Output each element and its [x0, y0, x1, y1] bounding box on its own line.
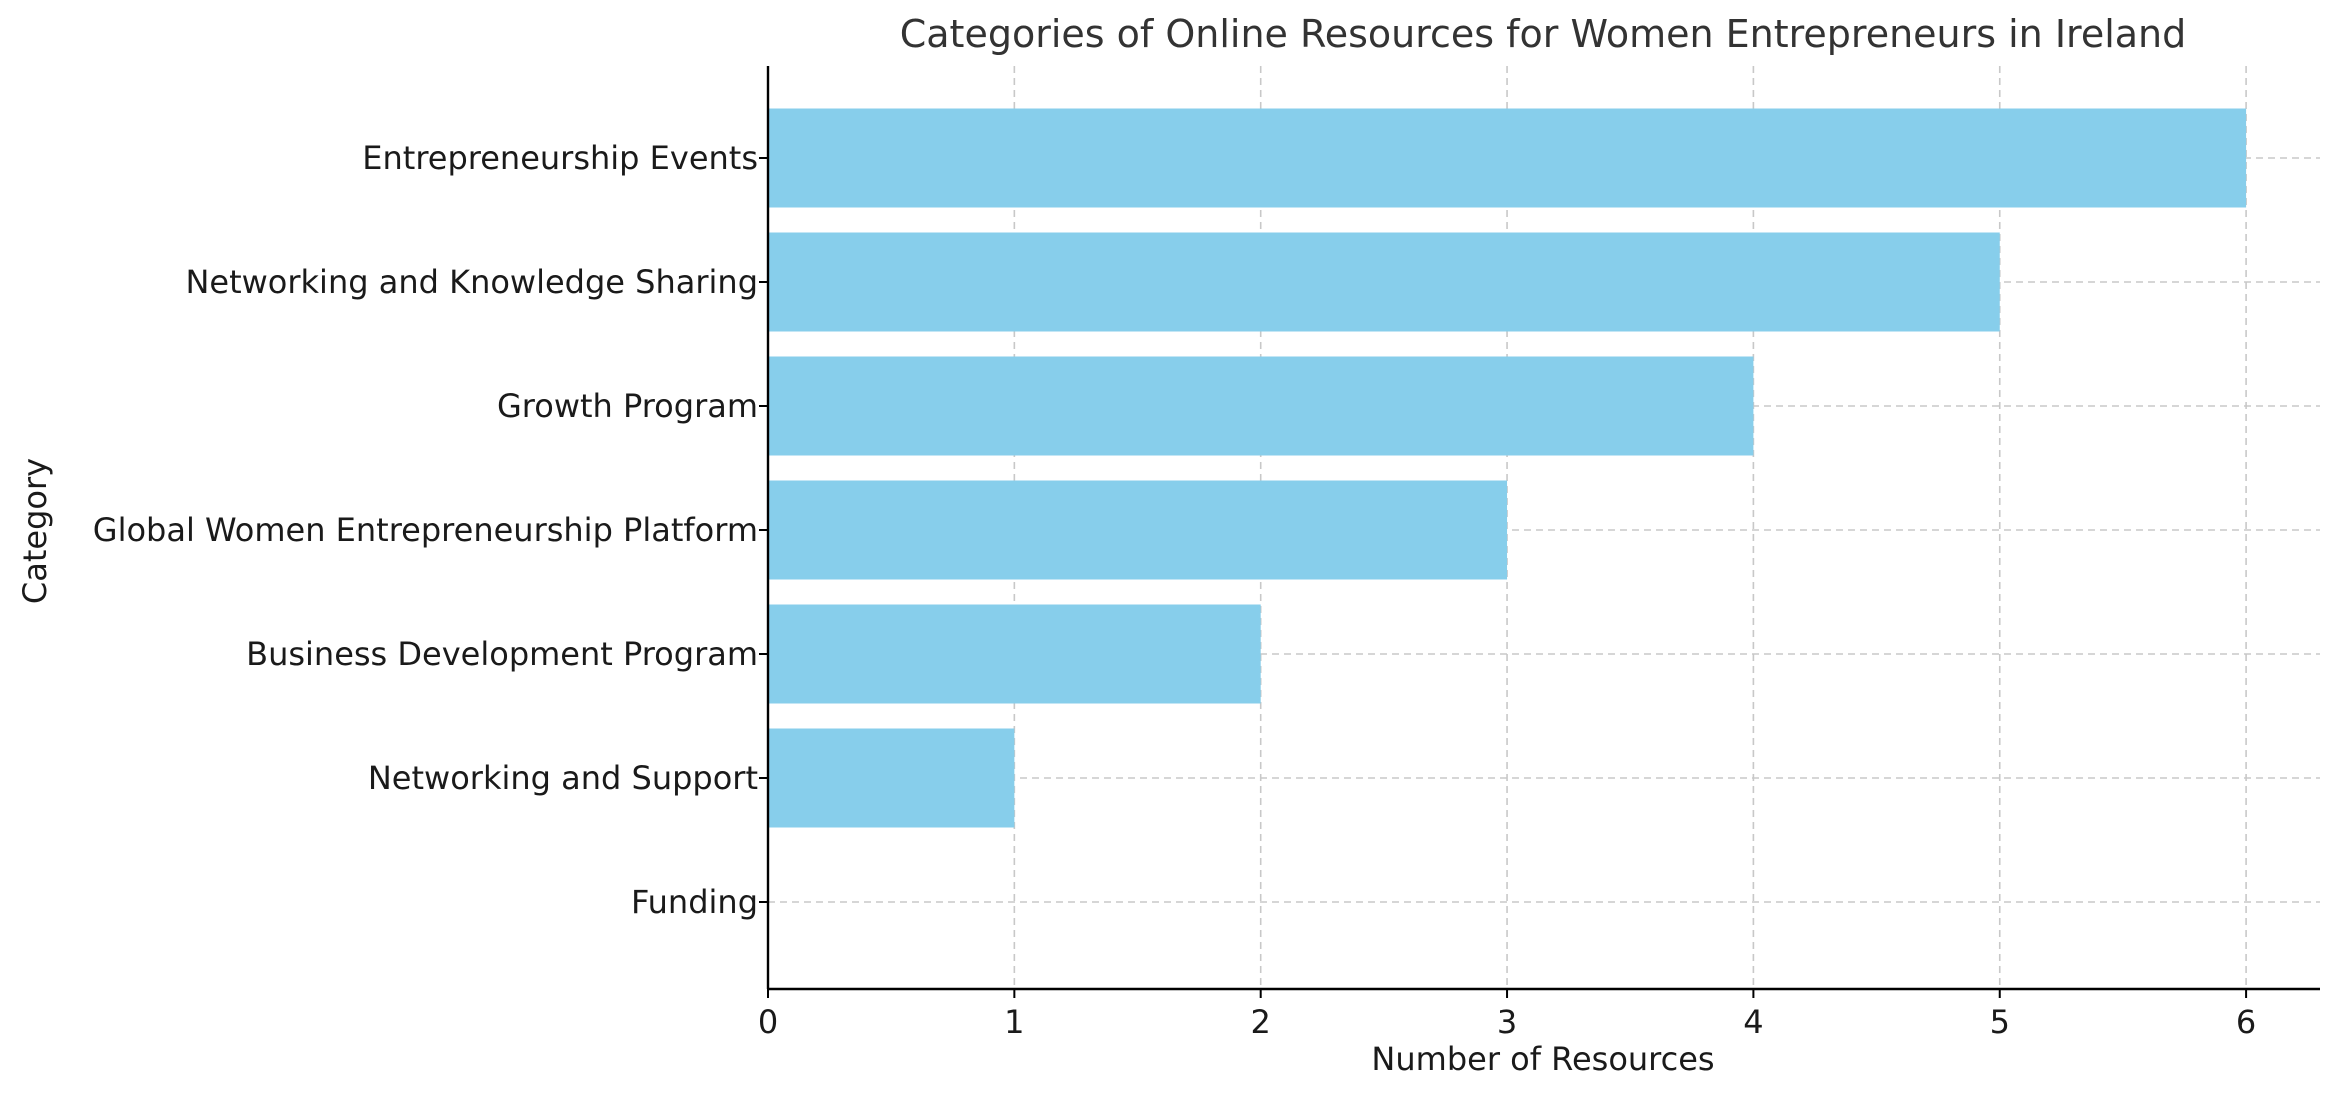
y-tick-label: Networking and Knowledge Sharing: [185, 263, 758, 301]
bar-global-women-entrepreneurship-platform: [768, 480, 1508, 580]
y-tick-label: Funding: [631, 883, 758, 921]
y-tick-label: Entrepreneurship Events: [362, 139, 758, 177]
bar-entrepreneurship-events: [768, 108, 2247, 208]
x-tick-label: 6: [2236, 1003, 2256, 1041]
bar-networking-and-support: [768, 728, 1015, 828]
y-tick-label: Business Development Program: [246, 635, 758, 673]
axes: [759, 66, 2320, 998]
y-axis-label: Category: [16, 458, 54, 604]
x-tick-label: 4: [1743, 1003, 1763, 1041]
y-tick-label: Global Women Entrepreneurship Platform: [93, 511, 758, 549]
y-tick-label: Networking and Support: [368, 759, 758, 797]
x-tick-label: 2: [1251, 1003, 1271, 1041]
x-tick-label: 0: [758, 1003, 778, 1041]
x-tick-label: 5: [1990, 1003, 2010, 1041]
y-tick-label: Growth Program: [497, 387, 758, 425]
x-tick-label: 1: [1004, 1003, 1024, 1041]
chart-title: Categories of Online Resources for Women…: [900, 12, 2187, 56]
bar-networking-and-knowledge-sharing: [768, 232, 2000, 332]
bars: [768, 108, 2247, 828]
tick-labels: 0 1 2 3 4 5 6 Entrepreneurship Events Networking…: [93, 139, 2257, 1041]
x-axis-label: Number of Resources: [1371, 1040, 1714, 1078]
bar-business-development-program: [768, 604, 1261, 704]
bar-growth-program: [768, 356, 1754, 456]
x-tick-label: 3: [1497, 1003, 1517, 1041]
